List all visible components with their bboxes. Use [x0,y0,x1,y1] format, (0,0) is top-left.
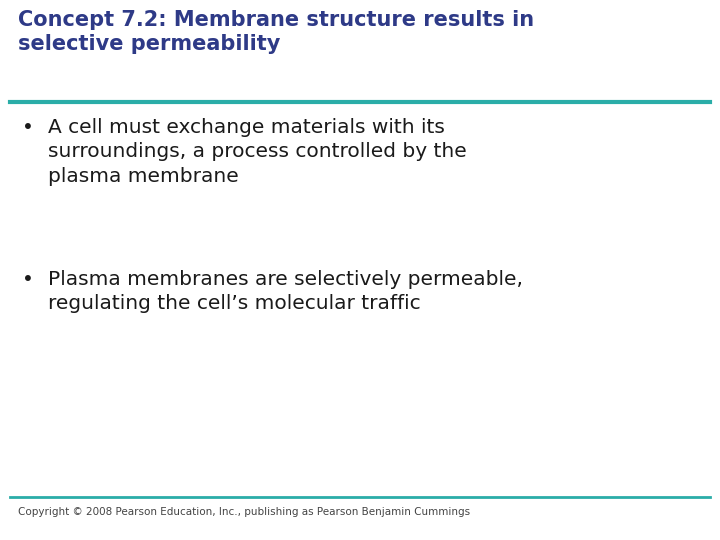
Text: Copyright © 2008 Pearson Education, Inc., publishing as Pearson Benjamin Cumming: Copyright © 2008 Pearson Education, Inc.… [18,507,470,517]
Text: Plasma membranes are selectively permeable,
regulating the cell’s molecular traf: Plasma membranes are selectively permeab… [48,270,523,313]
Text: Concept 7.2: Membrane structure results in
selective permeability: Concept 7.2: Membrane structure results … [18,10,534,54]
Text: A cell must exchange materials with its
surroundings, a process controlled by th: A cell must exchange materials with its … [48,118,467,186]
Text: •: • [22,118,34,137]
Text: •: • [22,270,34,289]
